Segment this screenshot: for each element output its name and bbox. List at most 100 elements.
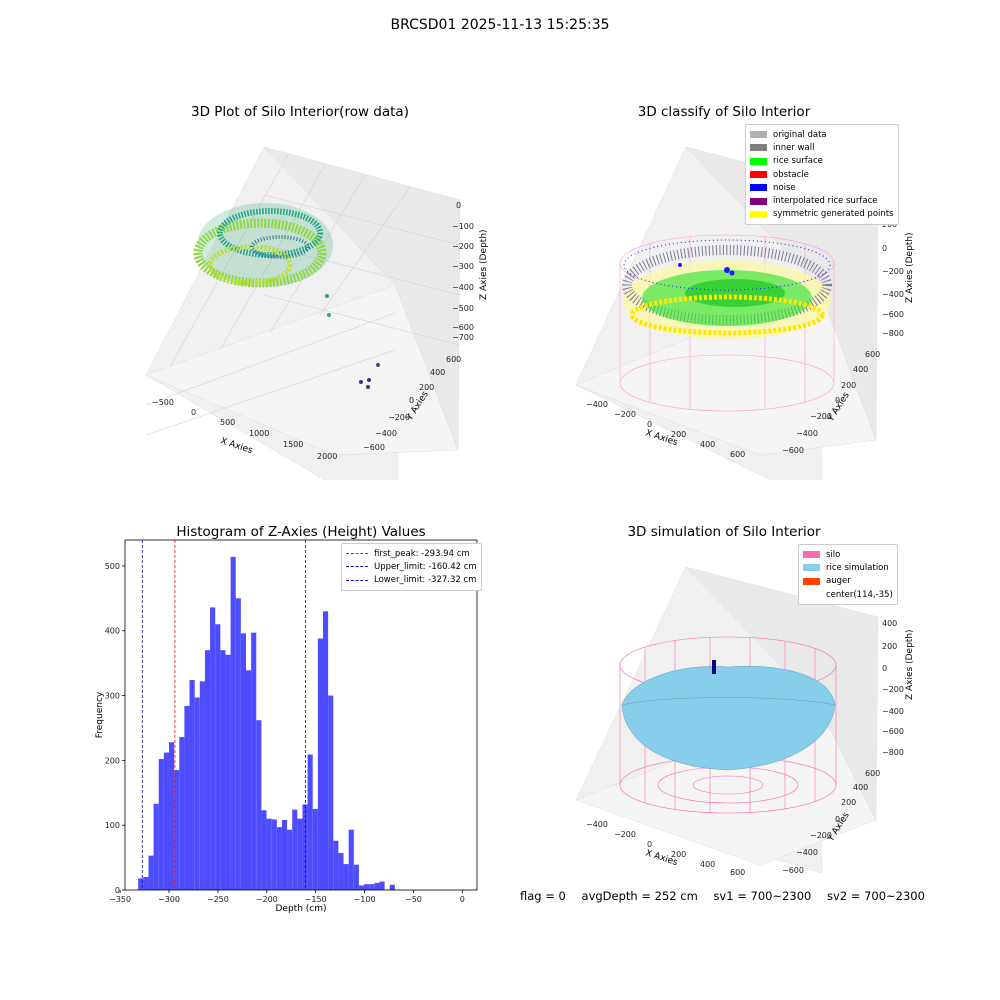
histogram-bar — [328, 695, 334, 890]
histogram-bar — [389, 884, 395, 890]
auger — [712, 660, 716, 674]
legend-item: auger — [803, 575, 893, 588]
tick: 200 — [671, 850, 686, 859]
panel2-legend: original data inner wall rice surface ob… — [745, 124, 899, 226]
tick: 0 — [835, 815, 840, 824]
tick: −600 — [882, 310, 904, 319]
panel2-y-ticks: −600 −400 −200 0 200 400 600 — [782, 350, 880, 455]
tick: 600 — [730, 868, 745, 877]
tick: −600 — [882, 727, 904, 736]
tick: −300 — [452, 262, 474, 271]
legend-line — [346, 566, 368, 568]
tick: 200 — [419, 383, 434, 392]
histogram-bar — [240, 633, 246, 890]
histogram-legend: first_peak: -293.94 cm Upper_limit: -160… — [341, 543, 482, 591]
status-sv1: sv1 = 700~2300 — [713, 889, 812, 903]
rice-surface — [621, 665, 836, 771]
tick: −200 — [614, 830, 636, 839]
histogram-plot: −350 −300 −250 −200 −150 −100 −50 0 0 100 200 300 4… — [95, 539, 478, 914]
tick: −600 — [363, 443, 385, 452]
histogram-bar — [225, 654, 231, 890]
histogram-bar — [246, 670, 252, 890]
x-tick-label: −350 — [109, 895, 131, 904]
histogram-bar — [379, 881, 385, 890]
panel1-title: 3D Plot of Silo Interior(row data) — [191, 104, 409, 120]
tick: 0 — [647, 840, 652, 849]
histogram-bar — [251, 632, 257, 890]
legend-swatch — [803, 551, 820, 559]
panel1-z-ticks: 0 −100 −200 −300 −400 −500 −600 −700 — [452, 201, 474, 342]
panel2-3d-plot: −400 −200 0 200 400 600 X Axies −600 −40… — [575, 146, 915, 480]
histogram-bar — [199, 681, 205, 890]
histogram-bar — [312, 808, 318, 890]
x-tick-label: −100 — [354, 895, 376, 904]
histogram-bar — [189, 680, 195, 890]
histogram-bar — [256, 720, 262, 890]
legend-item: Upper_limit: -160.42 cm — [346, 560, 477, 573]
legend-label: silo — [826, 549, 841, 560]
legend-item: first_peak: -293.94 cm — [346, 547, 477, 560]
histogram-bar — [153, 803, 159, 890]
histogram-ylabel: Frequency — [95, 691, 105, 738]
tick: 400 — [700, 440, 715, 449]
legend-swatch — [750, 184, 767, 192]
histogram-bar — [317, 638, 323, 890]
panel1-zlabel: Z Axies (Depth) — [479, 229, 489, 300]
histogram-bar — [174, 770, 180, 890]
legend-label: noise — [773, 182, 796, 193]
panel1-xlabel: X Axies — [219, 436, 254, 456]
histogram-xlabel: Depth (cm) — [275, 904, 326, 914]
legend-swatch — [803, 577, 820, 585]
tick: −500 — [152, 398, 174, 407]
tick: 0 — [191, 408, 196, 417]
tick: 0 — [882, 244, 887, 253]
tick: 400 — [853, 365, 868, 374]
tick: −200 — [452, 242, 474, 251]
histogram-bar — [271, 819, 277, 890]
status-flag: flag = 0 — [520, 889, 566, 903]
panel2-zlabel: Z Axies (Depth) — [905, 232, 915, 303]
x-tick-label: 0 — [460, 895, 465, 904]
status-avg-depth: avgDepth = 252 cm — [581, 889, 698, 903]
x-tick-label: −200 — [256, 895, 278, 904]
histogram-bar — [184, 705, 190, 890]
histogram-bar — [348, 829, 354, 890]
tick: 200 — [882, 642, 897, 651]
histogram-bar — [204, 650, 211, 890]
histogram-bar — [338, 853, 344, 890]
histogram-bar — [374, 882, 380, 890]
histogram-bar — [261, 810, 267, 890]
panel2-title: 3D classify of Silo Interior — [637, 104, 811, 120]
histogram-title: Histogram of Z-Axies (Height) Values — [176, 524, 426, 540]
tick: 200 — [671, 430, 686, 439]
histogram-frame — [124, 539, 478, 891]
tick: 600 — [730, 450, 745, 459]
x-tick-label: −150 — [305, 895, 327, 904]
histogram-bar — [364, 884, 370, 890]
legend-item: inner wall — [750, 141, 894, 154]
histogram-bar — [143, 877, 149, 890]
y-tick-label: 400 — [105, 627, 120, 636]
histogram-bar — [287, 829, 293, 890]
tick: −800 — [882, 748, 904, 757]
panel4-x-ticks: −400 −200 0 200 400 600 — [586, 820, 745, 877]
legend-label: auger — [826, 576, 851, 587]
y-tick-label: 0 — [115, 886, 120, 895]
tick: 200 — [841, 798, 856, 807]
tick: 600 — [865, 350, 880, 359]
tick: 600 — [446, 355, 461, 364]
legend-label: Upper_limit: -160.42 cm — [374, 561, 477, 572]
legend-label: rice surface — [773, 156, 823, 167]
legend-swatch — [750, 171, 767, 179]
panel4-legend: silo rice simulation auger center(114,-3… — [798, 544, 898, 606]
tick: 1500 — [283, 440, 303, 449]
legend-label: obstacle — [773, 169, 809, 180]
legend-label: symmetric generated points — [773, 209, 894, 220]
tick: −200 — [810, 831, 832, 840]
legend-swatch — [803, 564, 820, 572]
legend-label: rice simulation — [826, 562, 889, 573]
tick: −200 — [882, 267, 904, 276]
histogram-bar — [163, 752, 169, 890]
tick: 0 — [647, 420, 652, 429]
tick: −600 — [782, 446, 804, 455]
